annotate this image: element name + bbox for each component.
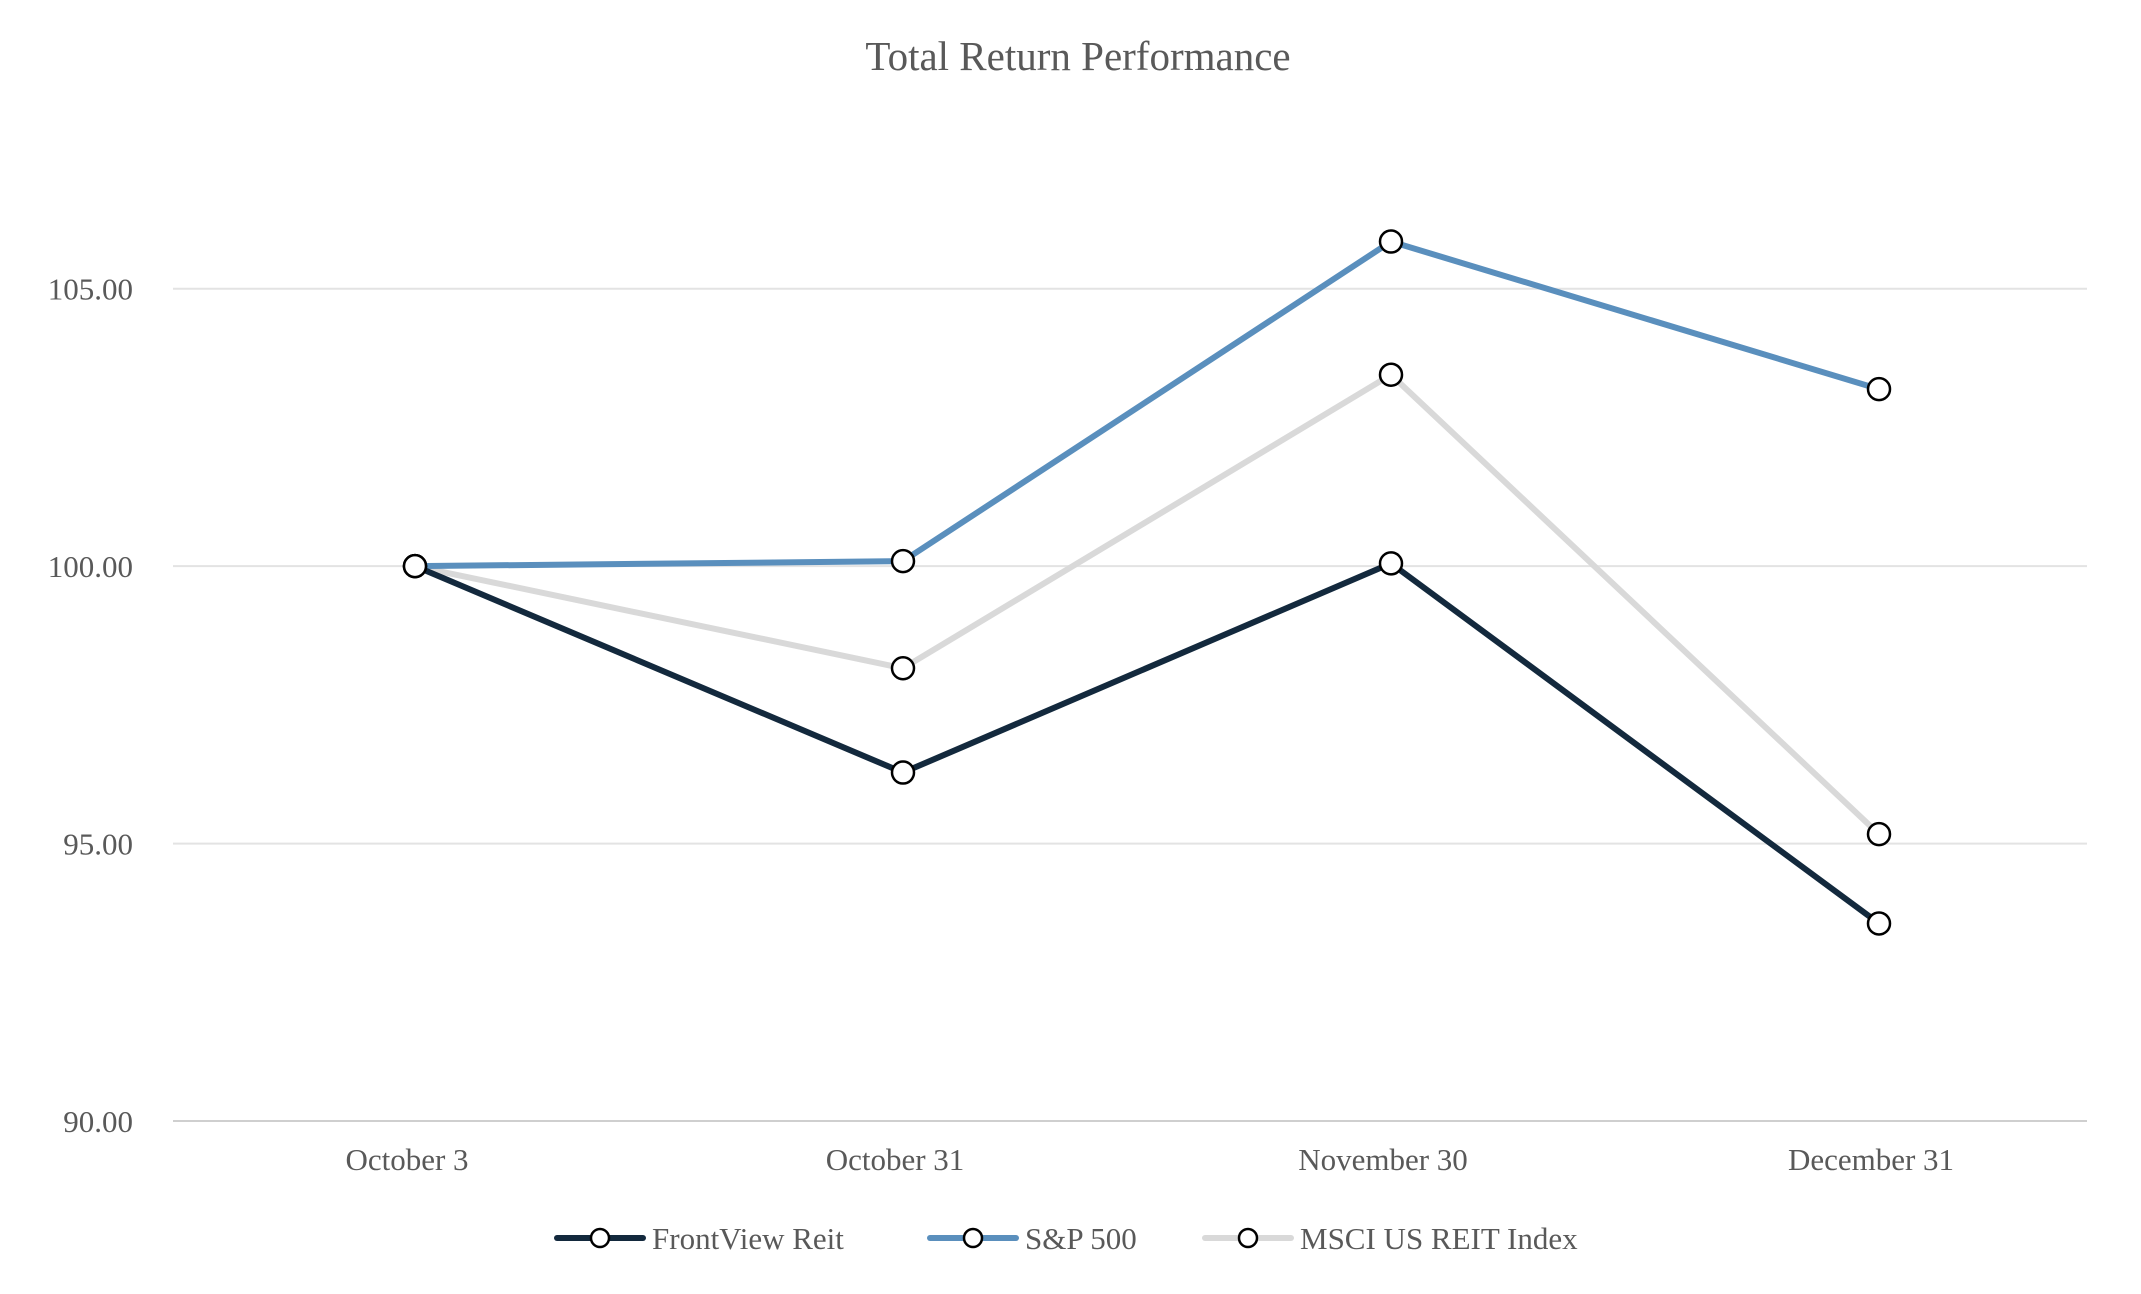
data-point (1378, 362, 1404, 387)
x-tick-label: October 31 (826, 1142, 965, 1177)
legend-label: MSCI US REIT Index (1300, 1221, 1578, 1256)
y-tick-label: 100.00 (48, 549, 133, 584)
data-point (890, 760, 916, 785)
x-tick-label: December 31 (1788, 1142, 1954, 1177)
data-point (1378, 229, 1404, 254)
series-line (412, 238, 1882, 570)
legend-label: FrontView Reit (652, 1221, 844, 1256)
legend-item: S&P 500 (927, 1221, 1137, 1256)
data-point (890, 655, 916, 681)
legend-marker (589, 1227, 611, 1249)
series-line (412, 560, 1882, 927)
axes: 90.00 95.00 100.00 105.00 October 3 October 3… (48, 272, 2087, 1177)
data-point (1866, 821, 1892, 847)
chart-title: Total Return Performance (865, 33, 1290, 79)
x-tick-label: October 3 (345, 1142, 468, 1177)
legend-item: MSCI US REIT Index (1202, 1221, 1578, 1256)
data-point (1866, 911, 1892, 936)
data-point (1866, 376, 1892, 402)
legend-item: FrontView Reit (554, 1221, 844, 1256)
legend-marker (1237, 1227, 1259, 1249)
series-1 (412, 238, 1882, 570)
y-tick-label: 95.00 (63, 827, 133, 862)
y-tick-label: 90.00 (63, 1104, 133, 1139)
x-tick-label: November 30 (1298, 1142, 1468, 1177)
series-0 (412, 560, 1882, 927)
legend: FrontView Reit S&P 500 MSCI US REIT Index (554, 1221, 1578, 1256)
data-point (1378, 551, 1404, 576)
data-point (402, 553, 428, 579)
series-line (412, 371, 1882, 838)
legend-label: S&P 500 (1025, 1221, 1137, 1256)
y-tick-label: 105.00 (48, 272, 133, 307)
series-2 (412, 371, 1882, 838)
series-group (402, 229, 1892, 936)
legend-marker (962, 1227, 984, 1249)
data-point (890, 548, 916, 574)
